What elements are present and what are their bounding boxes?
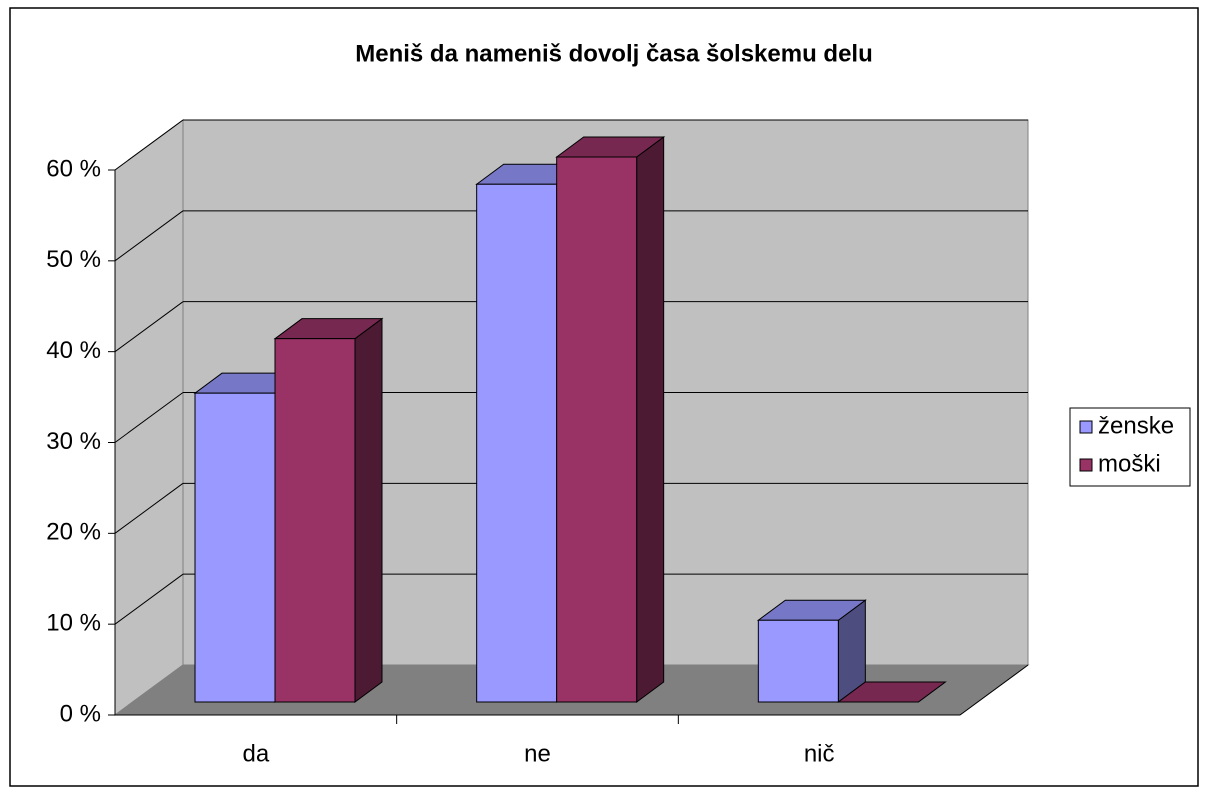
bar (194, 392, 276, 703)
grid-line (114, 573, 184, 625)
y-tick-label: 50 % (46, 246, 101, 273)
legend-label: moški (1098, 450, 1161, 477)
legend-label: ženske (1098, 412, 1174, 439)
grid-line (114, 210, 184, 262)
x-tick-label: da (242, 740, 269, 767)
bar (476, 183, 558, 703)
y-tick-label: 10 % (46, 610, 101, 637)
legend-swatch (1079, 420, 1093, 434)
y-tick-label: 40 % (46, 337, 101, 364)
bar (274, 338, 356, 703)
y-tick-label: 60 % (46, 155, 101, 182)
x-tick-label: nič (804, 740, 835, 767)
chart-title: Meniš da nameniš dovolj časa šolskemu de… (355, 40, 873, 67)
grid-line (114, 392, 184, 443)
bar-side (354, 317, 383, 703)
grid-line (114, 119, 184, 171)
y-tick-label: 0 % (60, 700, 101, 727)
bar-side (636, 136, 665, 703)
legend-swatch (1079, 458, 1093, 472)
grid-line (114, 301, 184, 353)
bar-top (836, 681, 947, 703)
grid-line (114, 482, 184, 534)
x-tick-label: ne (524, 740, 551, 767)
y-tick-label: 20 % (46, 519, 101, 546)
floor-edge (959, 664, 1029, 716)
y-tick-label: 30 % (46, 428, 101, 455)
bar (757, 619, 839, 703)
bar (556, 156, 638, 703)
